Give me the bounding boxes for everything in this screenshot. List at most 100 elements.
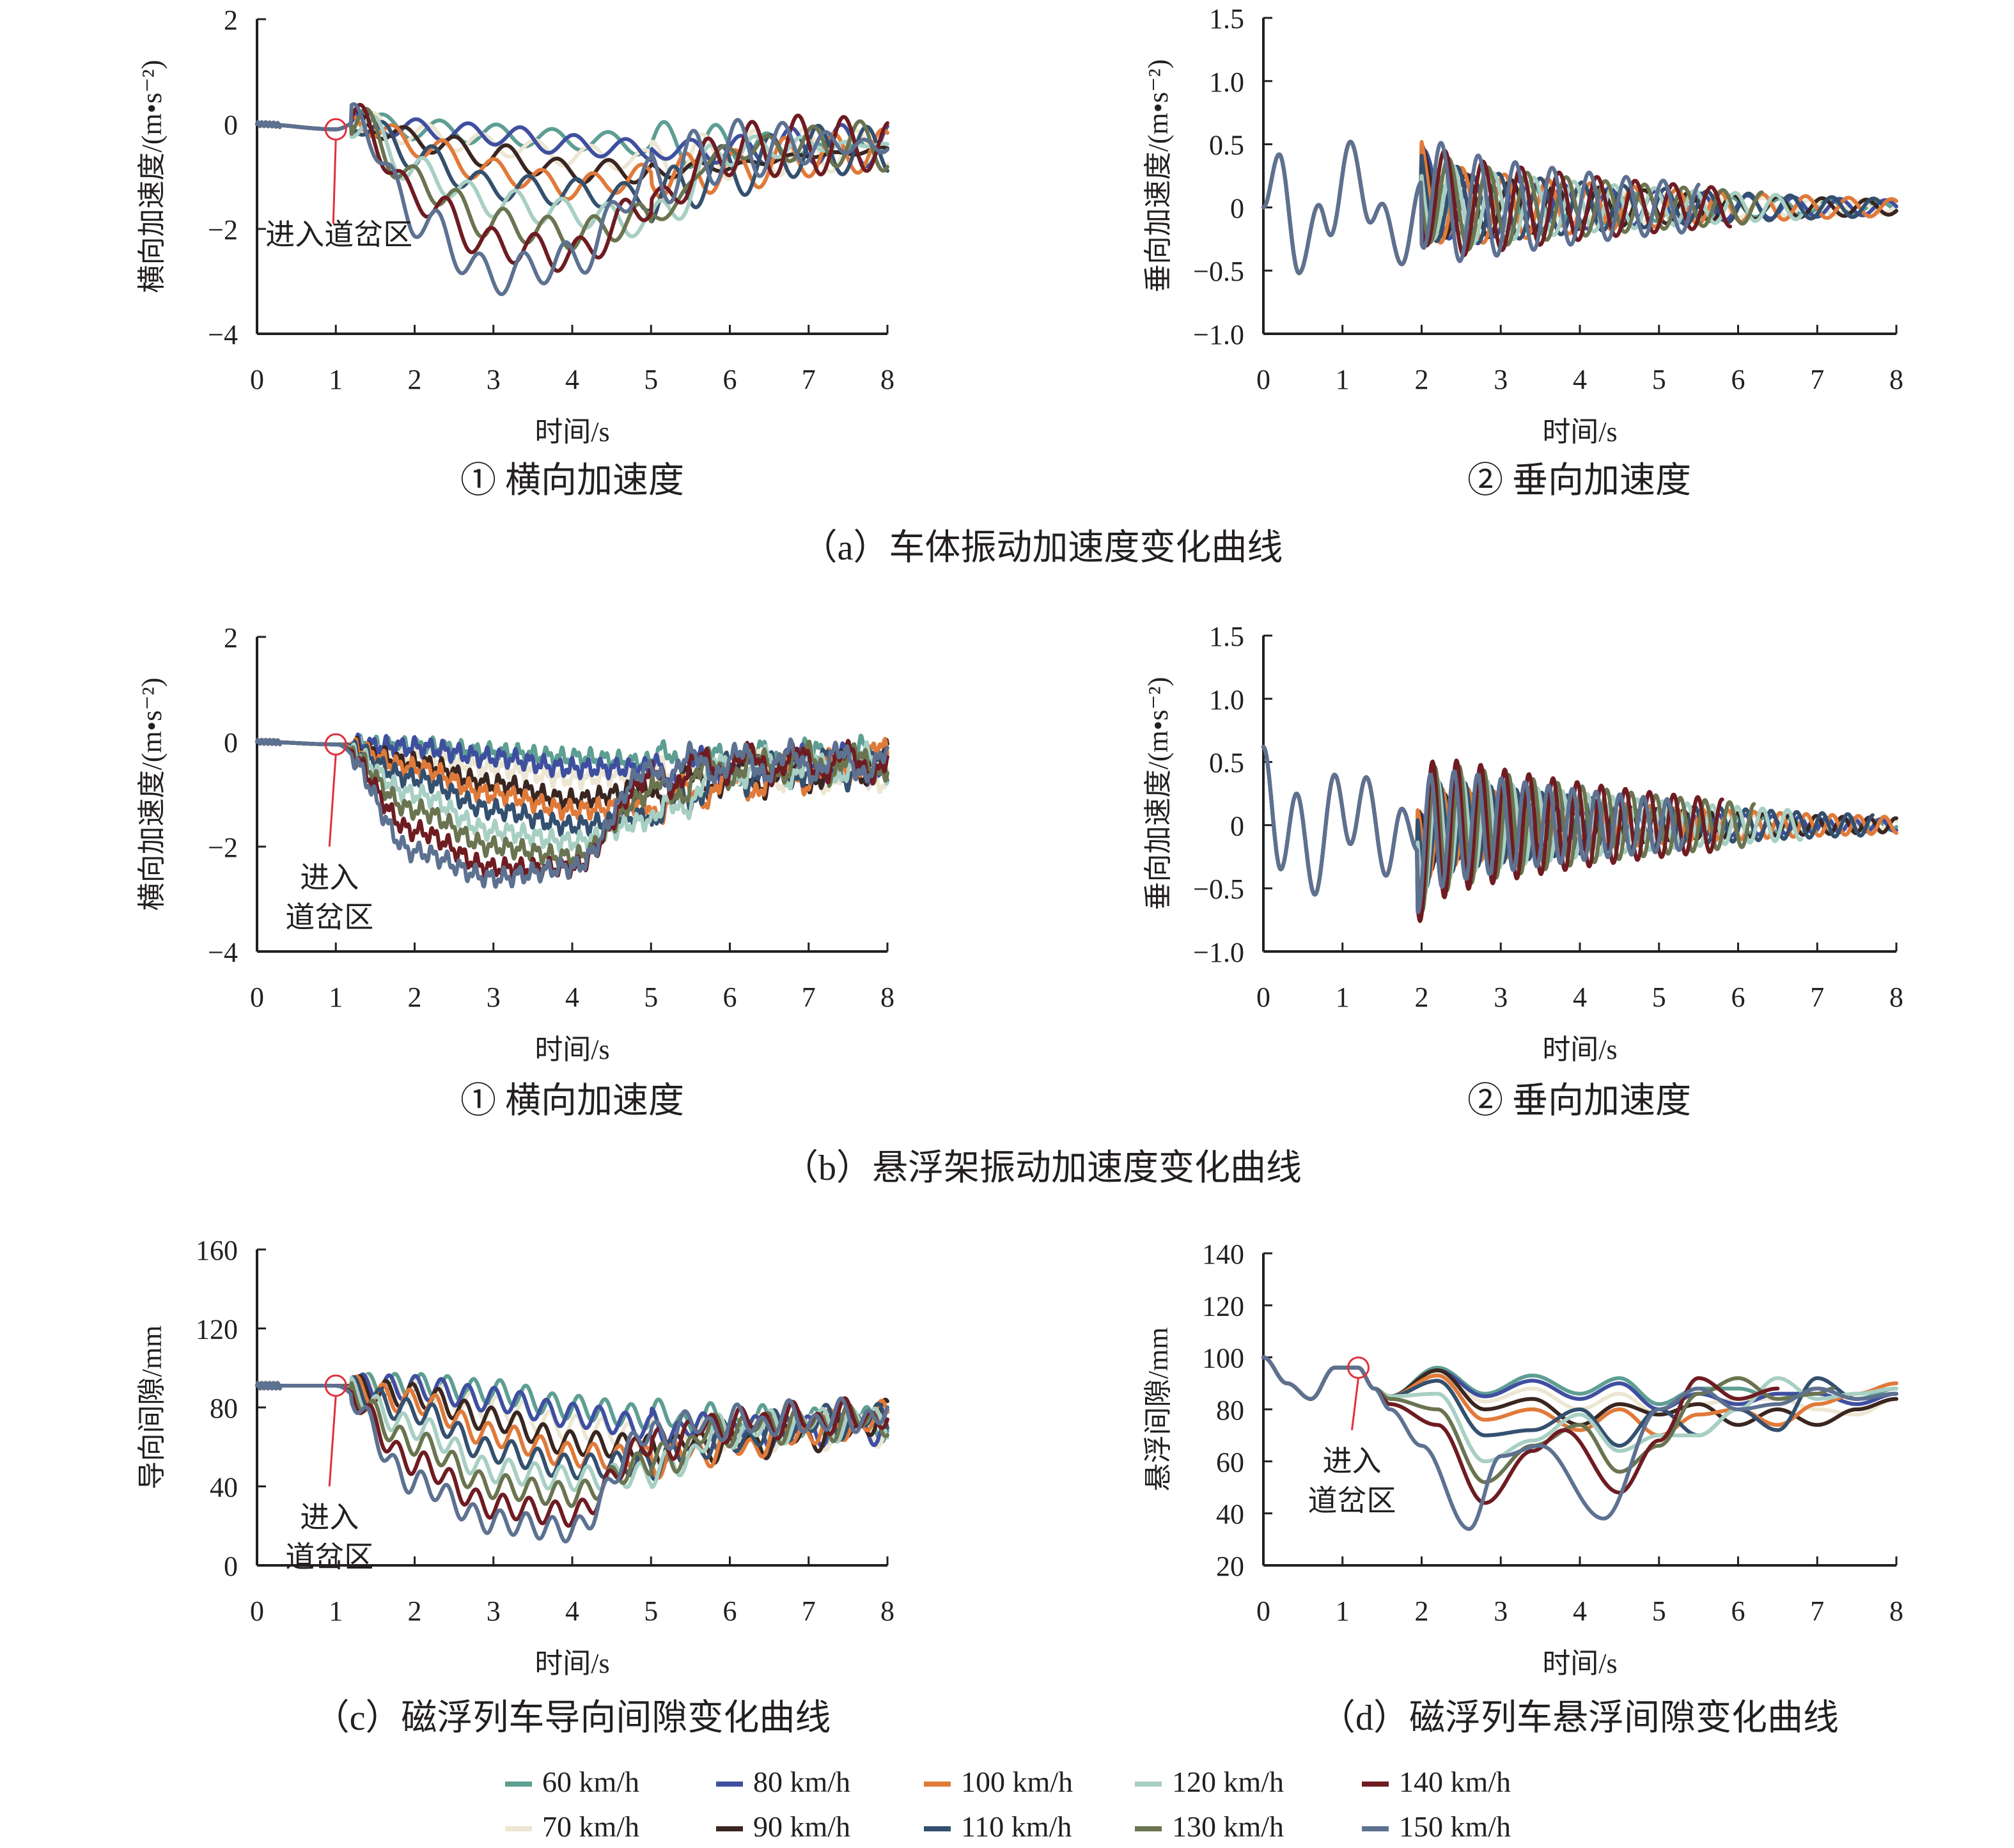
y-tick-label: 120 — [1202, 1290, 1244, 1322]
y-tick-label: 1.0 — [1209, 684, 1244, 716]
y-tick-label: 60 — [1216, 1446, 1244, 1478]
entry-annotation: 进入道岔区 — [265, 219, 412, 251]
x-tick-label: 2 — [408, 364, 422, 395]
x-tick-label: 6 — [723, 1595, 737, 1627]
y-tick-label: 1.5 — [1209, 621, 1244, 652]
x-tick-label: 2 — [1415, 982, 1429, 1013]
subtitle-b-vertical: ② 垂向加速度 — [1467, 1081, 1691, 1121]
x-axis-label: 时间/s — [535, 1648, 609, 1679]
x-tick-label: 8 — [880, 364, 894, 395]
x-tick-label: 2 — [1415, 364, 1429, 395]
y-tick-label: 0 — [1230, 192, 1244, 224]
y-tick-label: 80 — [1216, 1395, 1244, 1426]
x-tick-label: 8 — [880, 1595, 894, 1627]
x-tick-label: 5 — [644, 1595, 658, 1627]
legend-item: 100 km/h — [924, 1766, 1073, 1798]
x-axis-label: 时间/s — [1542, 1648, 1617, 1679]
x-tick-label: 0 — [1256, 364, 1270, 395]
x-tick-label: 1 — [329, 982, 343, 1013]
legend-item: 90 km/h — [716, 1810, 850, 1843]
y-tick-label: −4 — [208, 319, 238, 350]
x-tick-label: 3 — [1494, 982, 1508, 1013]
x-tick-label: 1 — [1336, 1595, 1350, 1627]
y-tick-label: 20 — [1216, 1551, 1244, 1582]
x-axis-label: 时间/s — [535, 416, 609, 448]
series-line-150km-h — [1261, 1355, 1898, 1531]
entry-annotation-line2: 道岔区 — [285, 1541, 373, 1574]
legend-label: 110 km/h — [961, 1810, 1072, 1843]
y-axis-label: 横向加速度/(m•s⁻²) — [136, 60, 168, 294]
legend-swatch — [1362, 1781, 1389, 1787]
y-tick-label: 1.0 — [1209, 67, 1244, 98]
x-tick-label: 0 — [250, 1595, 264, 1627]
chart-d: 140 120 100 80 60 40 20 0 1 2 3 4 5 6 7 8 时间/s 悬浮间隙/mm 进入道… — [1143, 1239, 1903, 1679]
legend-item: 130 km/h — [1135, 1810, 1284, 1843]
x-tick-label: 7 — [802, 982, 816, 1013]
x-tick-label: 2 — [1415, 1595, 1429, 1627]
y-axis-label: 导向间隙/mm — [136, 1326, 168, 1490]
x-tick-label: 3 — [1494, 1595, 1508, 1627]
legend-item: 110 km/h — [924, 1810, 1072, 1843]
legend-swatch — [1135, 1781, 1162, 1787]
legend-swatch — [716, 1781, 743, 1787]
y-tick-label: 0 — [224, 1551, 238, 1582]
entry-marker-line — [328, 1395, 337, 1487]
y-tick-label: 120 — [196, 1314, 238, 1345]
y-tick-label: 160 — [196, 1235, 238, 1266]
legend-label: 60 km/h — [542, 1766, 639, 1798]
entry-annotation-line1: 进入 — [1323, 1445, 1382, 1478]
y-tick-label: −4 — [208, 937, 238, 968]
legend-item: 80 km/h — [716, 1766, 850, 1798]
entry-annotation-line2: 道岔区 — [285, 901, 373, 934]
x-tick-label: 6 — [723, 982, 737, 1013]
y-tick-label: 0 — [1230, 810, 1244, 842]
x-tick-label: 7 — [802, 1595, 816, 1627]
y-tick-label: −1.0 — [1193, 937, 1244, 968]
x-tick-label: 0 — [1256, 1595, 1270, 1627]
entry-marker-line — [332, 139, 337, 224]
legend-item: 70 km/h — [505, 1810, 639, 1843]
legend-item: 150 km/h — [1362, 1810, 1511, 1843]
y-tick-label: 0 — [224, 727, 238, 758]
x-tick-label: 5 — [1652, 364, 1666, 395]
x-tick-label: 1 — [1336, 982, 1350, 1013]
x-tick-label: 1 — [1336, 364, 1350, 395]
x-tick-label: 7 — [1810, 982, 1824, 1013]
x-tick-label: 4 — [565, 1595, 579, 1627]
x-tick-label: 5 — [644, 982, 658, 1013]
x-tick-label: 3 — [487, 982, 501, 1013]
x-tick-label: 4 — [1573, 364, 1587, 395]
chart-c: 160 120 80 40 00 1 2 3 4 5 6 7 8 时间/s 导向间隙/mm 进入道岔区 — [136, 1235, 894, 1679]
y-axis-label: 悬浮间隙/mm — [1143, 1327, 1174, 1492]
y-axis-label: 横向加速度/(m•s⁻²) — [136, 678, 168, 911]
caption-c: （c）磁浮列车导向间隙变化曲线 — [314, 1698, 831, 1738]
entry-marker-line — [328, 754, 337, 847]
x-tick-label: 5 — [1652, 982, 1666, 1013]
entry-annotation-line1: 进入 — [300, 861, 359, 894]
x-tick-label: 8 — [880, 982, 894, 1013]
chart-a1: 2 0 −2 −4 0 1 2 3 4 5 6 7 8 时间/s 横向加速度/(m•s⁻²) 进入道岔区 — [136, 4, 894, 448]
legend-swatch — [924, 1826, 951, 1831]
y-tick-label: 40 — [1216, 1499, 1244, 1530]
y-tick-label: −0.5 — [1193, 256, 1244, 287]
legend-label: 140 km/h — [1399, 1766, 1511, 1798]
subtitle-a-vertical: ② 垂向加速度 — [1467, 461, 1691, 501]
x-tick-label: 5 — [644, 364, 658, 395]
y-tick-label: 0.5 — [1209, 748, 1244, 779]
entry-annotation-line2: 道岔区 — [1308, 1485, 1396, 1517]
x-tick-label: 6 — [1731, 364, 1745, 395]
x-tick-label: 4 — [1573, 982, 1587, 1013]
legend-swatch — [1362, 1826, 1389, 1831]
legend-swatch — [505, 1781, 532, 1787]
x-tick-label: 3 — [487, 364, 501, 395]
x-tick-label: 7 — [1810, 1595, 1824, 1627]
series-line-110km-h — [1261, 1355, 1898, 1448]
legend-swatch — [505, 1826, 532, 1831]
y-tick-label: 2 — [224, 4, 238, 36]
legend-swatch — [716, 1826, 743, 1831]
legend-label: 70 km/h — [542, 1810, 639, 1843]
x-tick-label: 6 — [1731, 1595, 1745, 1627]
x-tick-label: 8 — [1889, 364, 1903, 395]
series-line-150km-h — [1261, 744, 1685, 914]
